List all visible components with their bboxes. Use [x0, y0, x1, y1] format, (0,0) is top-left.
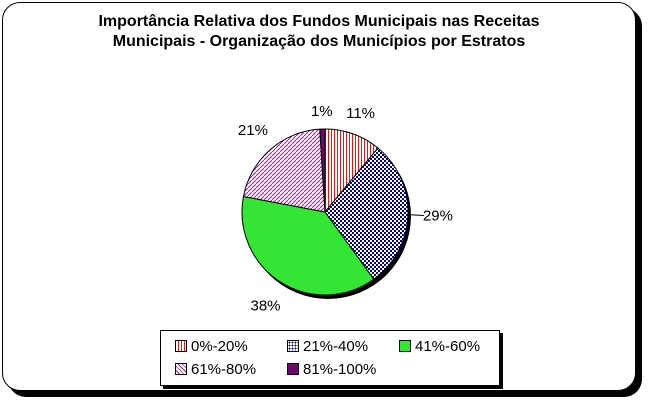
- legend-item-61-80: 61%-80%: [175, 361, 256, 379]
- legend-item-41-60: 41%-60%: [399, 338, 480, 356]
- legend-label-0-20: 0%-20%: [191, 338, 248, 355]
- legend-label-41-60: 41%-60%: [415, 338, 481, 355]
- pie-slice-21-40: [324, 147, 409, 280]
- pie-slice-41-60: [241, 195, 375, 296]
- legend: 0%-20% 21%-40% 41%-60% 61%-80% 81%-100%: [160, 330, 500, 386]
- legend-swatch-0-20: [175, 340, 187, 353]
- legend-swatch-81-100: [287, 363, 299, 376]
- pie-label-21-40: 29%: [423, 208, 453, 225]
- legend-swatch-21-40: [287, 340, 299, 353]
- pie-label-0-20: 11%: [346, 105, 375, 122]
- chart-title-line-2: Municipais - Organização dos Municípios …: [112, 33, 526, 50]
- pie-label-81-100: 1%: [311, 103, 333, 120]
- legend-item-0-20: 0%-20%: [175, 338, 248, 356]
- pie-label-61-80: 21%: [238, 122, 268, 139]
- legend-swatch-41-60: [399, 340, 411, 353]
- pie-slice-61-80: [242, 128, 326, 213]
- legend-label-61-80: 61%-80%: [191, 361, 257, 378]
- pie-leader-21-40: [407, 214, 424, 217]
- pie-slice-81-100: [319, 128, 326, 213]
- chart-frame: Importância Relativa dos Fundos Municipa…: [2, 2, 636, 391]
- legend-item-81-100: 81%-100%: [287, 361, 376, 379]
- pie-label-41-60: 38%: [251, 298, 281, 315]
- legend-label-21-40: 21%-40%: [303, 338, 369, 355]
- legend-item-21-40: 21%-40%: [287, 338, 368, 356]
- chart-title: Importância Relativa dos Fundos Municipa…: [3, 12, 635, 52]
- legend-swatch-61-80: [175, 363, 187, 376]
- legend-label-81-100: 81%-100%: [303, 361, 377, 378]
- chart-title-line-1: Importância Relativa dos Fundos Municipa…: [98, 13, 540, 30]
